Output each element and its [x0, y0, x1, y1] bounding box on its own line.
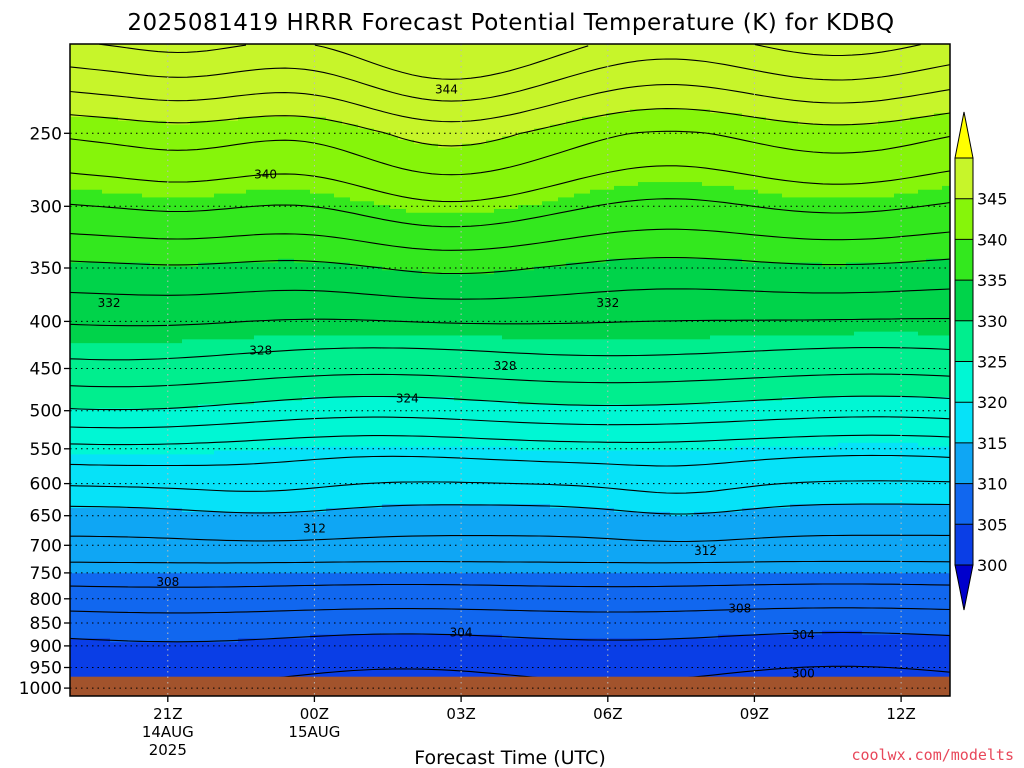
colorbar-top-arrow: [954, 111, 974, 159]
contour-338: [70, 198, 950, 228]
colorbar-swatch: [955, 402, 973, 444]
colorbar-swatch: [955, 198, 973, 240]
contour-310: [70, 560, 950, 564]
x-tick-sublabel: 14AUG: [142, 723, 194, 741]
colorbar-label: 305: [977, 515, 1008, 534]
contour-326: [70, 373, 950, 388]
contour-344: [70, 108, 950, 147]
x-tick-label: 03Z: [446, 705, 475, 723]
contour-label: 328: [494, 359, 517, 373]
contour-332: [70, 288, 950, 300]
contour-324: [70, 395, 950, 411]
x-tick-label: 09Z: [740, 705, 769, 723]
contour-label: 304: [450, 625, 473, 639]
x-axis-title: Forecast Time (UTC): [414, 747, 605, 768]
x-tick-label: 12Z: [886, 705, 915, 723]
pressure-axis: 250 300 350 400 450 500 550 600 650 700 750 800 850 9…: [19, 124, 70, 699]
colorbar: 300 305 310 315 320 325 330 335 340 345: [954, 111, 1008, 611]
colorbar-swatch: [955, 280, 973, 322]
contour-304: [70, 631, 950, 643]
y-tick-label: 1000: [19, 679, 62, 699]
colorbar-label: 320: [977, 393, 1008, 412]
y-tick-label: 250: [30, 124, 62, 144]
colorbar-label: 315: [977, 434, 1008, 453]
contour-342: [70, 130, 950, 176]
contour-330: [70, 318, 950, 327]
contour-336: [70, 228, 950, 251]
y-tick-label: 450: [30, 360, 62, 380]
y-tick-label: 700: [30, 536, 62, 556]
contour-318: [70, 454, 950, 467]
y-tick-label: 600: [30, 475, 62, 495]
colorbar-swatch: [955, 361, 973, 403]
colorbar-swatch: [955, 239, 973, 281]
contour-306: [70, 607, 950, 614]
chart-title: 2025081419 HRRR Forecast Potential Tempe…: [127, 10, 894, 36]
colorbar-swatch: [955, 483, 973, 525]
x-tick-label: 06Z: [593, 705, 622, 723]
contour-label: 304: [792, 628, 815, 642]
x-tick-sublabel: 15AUG: [288, 723, 340, 741]
y-tick-label: 350: [30, 259, 62, 279]
y-tick-label: 750: [30, 564, 62, 584]
grid-lines: [70, 44, 950, 696]
colorbar-label: 340: [977, 230, 1008, 249]
contour-348: [70, 58, 950, 102]
contour-320: [70, 434, 950, 446]
contour-label: 332: [98, 296, 121, 310]
colorbar-label: 300: [977, 556, 1008, 575]
y-tick-label: 400: [30, 312, 62, 332]
y-tick-label: 500: [30, 402, 62, 422]
credit-text[interactable]: coolwx.com/modelts: [851, 746, 1014, 764]
contour-label: 308: [728, 602, 751, 616]
plot-frame: [69, 43, 951, 697]
contour-350: [99, 44, 921, 80]
colorbar-swatch: [955, 320, 973, 362]
colorbar-label: 310: [977, 475, 1008, 494]
x-tick-label: 00Z: [300, 705, 329, 723]
y-tick-label: 650: [30, 507, 62, 527]
y-tick-label: 900: [30, 637, 62, 657]
x-tick-sublabel: 2025: [149, 741, 187, 759]
contour-label: 332: [596, 296, 619, 310]
contour-label: 340: [254, 167, 277, 181]
contour-314: [70, 503, 950, 515]
y-tick-label: 800: [30, 590, 62, 610]
contour-label: 344: [435, 82, 458, 96]
contour-308: [70, 583, 950, 588]
contour-346: [70, 84, 950, 123]
temperature-bands: [70, 44, 950, 696]
contour-334: [70, 257, 950, 275]
ground-below-surface: [70, 676, 950, 696]
colorbar-label: 335: [977, 271, 1008, 290]
x-tick-label: 21Z: [153, 705, 182, 723]
contour-labels: 344 340 332 332 328 328 324 312 312 308 308 304 304 3…: [98, 82, 815, 680]
contour-label: 328: [249, 343, 272, 357]
contour-label: 324: [396, 392, 419, 406]
colorbar-swatch: [955, 442, 973, 485]
colorbar-swatch: [955, 158, 973, 200]
colorbar-bottom-arrow: [954, 564, 974, 611]
contour-328: [70, 347, 950, 361]
contour-label: 300: [792, 666, 815, 680]
contour-312: [70, 534, 950, 543]
contour-label: 312: [694, 544, 717, 558]
colorbar-swatch: [955, 524, 973, 566]
y-tick-label: 850: [30, 614, 62, 634]
colorbar-label: 325: [977, 353, 1008, 372]
y-tick-label: 300: [30, 197, 62, 217]
contour-label: 308: [156, 575, 179, 589]
colorbar-label: 345: [977, 190, 1008, 209]
y-tick-label: 950: [30, 659, 62, 679]
y-tick-label: 550: [30, 440, 62, 460]
contour-322: [70, 416, 950, 429]
contour-label: 312: [303, 521, 326, 535]
contour-340: [70, 165, 950, 203]
plot-area: 344 340 332 332 328 328 324 312 312 308 308 304 304 3…: [69, 43, 951, 697]
colorbar-label: 330: [977, 312, 1008, 331]
